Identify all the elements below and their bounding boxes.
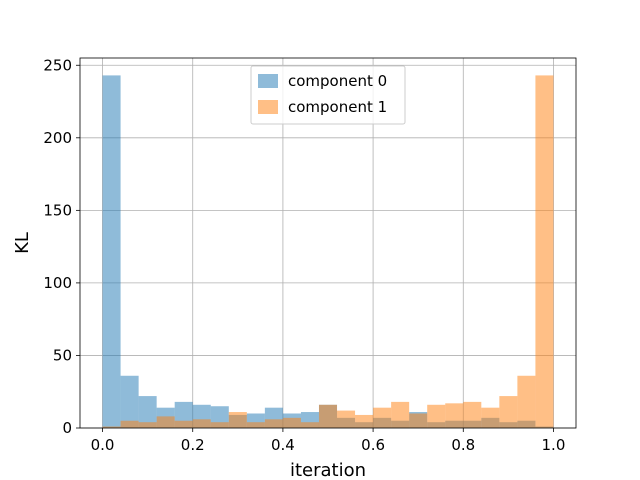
x-tick-label: 0.6 xyxy=(361,436,385,454)
x-axis-label: iteration xyxy=(290,460,366,480)
histogram-bar-component-0 xyxy=(120,375,139,428)
x-tick-label: 0.2 xyxy=(181,436,205,454)
x-tick-label: 0.0 xyxy=(91,436,115,454)
x-tick-label: 0.4 xyxy=(271,436,295,454)
histogram-bar-component-1 xyxy=(499,396,518,428)
y-tick-label: 0 xyxy=(62,419,72,437)
histogram-bar-component-1 xyxy=(192,419,211,428)
x-tick-label: 0.8 xyxy=(451,436,475,454)
histogram-bar-component-1 xyxy=(463,401,482,428)
histogram-bar-component-1 xyxy=(535,75,554,428)
histogram-bar-component-1 xyxy=(409,413,428,428)
y-tick-label: 150 xyxy=(43,201,72,219)
histogram-bar-component-1 xyxy=(246,422,265,428)
histogram-bar-component-1 xyxy=(264,419,283,428)
y-tick-label: 100 xyxy=(43,274,72,292)
histogram-bar-component-1 xyxy=(228,412,247,428)
plot-frame xyxy=(79,57,577,429)
y-axis-ticks: 0 50 100 150 200 250 xyxy=(43,56,80,437)
y-tick-label: 200 xyxy=(43,129,72,147)
histogram-bar-component-1 xyxy=(517,375,536,428)
histogram-bar-component-1 xyxy=(174,420,193,428)
histogram-bar-component-1 xyxy=(120,420,139,428)
y-tick-label: 250 xyxy=(43,56,72,74)
histogram-bar-component-1 xyxy=(337,410,356,428)
legend-label-component-0: component 0 xyxy=(288,72,387,90)
histogram-bar-component-1 xyxy=(391,401,410,428)
histogram-bar-component-1 xyxy=(156,416,175,428)
histogram-bar-component-0 xyxy=(138,396,157,428)
histogram-bars xyxy=(102,75,554,428)
histogram-bar-component-1 xyxy=(282,417,301,428)
legend-label-component-1: component 1 xyxy=(288,98,387,116)
histogram-bar-component-0 xyxy=(102,75,121,428)
histogram-bar-component-1 xyxy=(318,404,338,428)
y-tick-label: 50 xyxy=(53,346,72,364)
histogram-bar-component-1 xyxy=(481,407,500,428)
x-tick-label: 1.0 xyxy=(542,436,566,454)
histogram-bar-component-1 xyxy=(102,426,121,428)
histogram-bar-component-1 xyxy=(355,414,374,428)
histogram-bar-component-1 xyxy=(138,422,157,428)
legend-swatch-component-1 xyxy=(258,100,278,114)
legend-swatch-component-0 xyxy=(258,74,278,88)
y-axis-label: KL xyxy=(12,232,33,254)
histogram-bar-component-1 xyxy=(210,422,229,428)
legend-box xyxy=(250,65,406,125)
x-axis-ticks: 0.0 0.2 0.4 0.6 0.8 1.0 xyxy=(91,428,566,454)
legend: component 0 component 1 xyxy=(250,65,406,125)
histogram-bar-component-1 xyxy=(445,403,464,428)
histogram-bar-component-1 xyxy=(427,404,446,428)
histogram-bar-component-1 xyxy=(300,422,319,428)
histogram-bar-component-1 xyxy=(373,407,392,428)
